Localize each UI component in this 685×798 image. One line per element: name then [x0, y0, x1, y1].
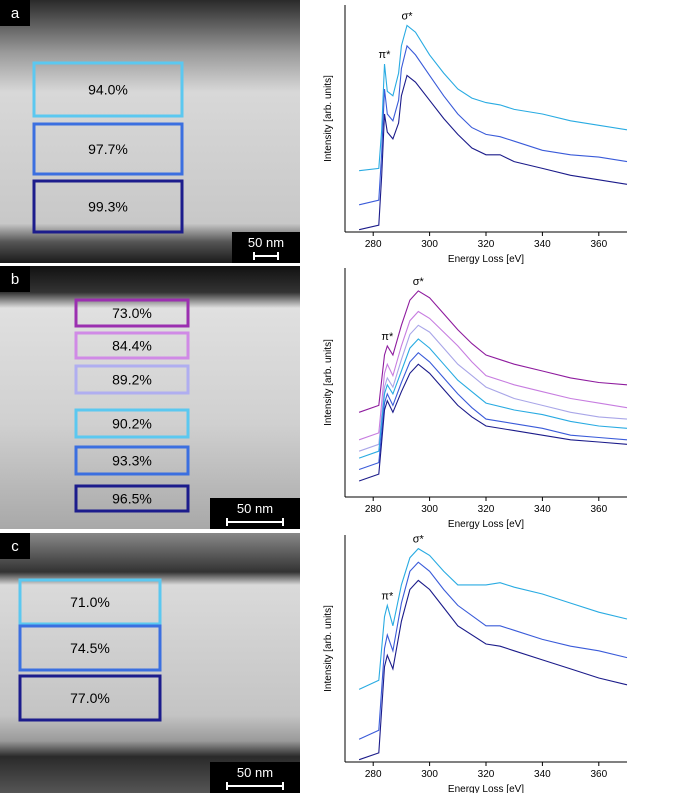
spectrum-line: [358, 324, 628, 452]
scale-bar-box: [210, 762, 300, 793]
spectrum-line: [358, 351, 628, 471]
region-box: [18, 578, 162, 626]
peak-annotation: σ*: [413, 534, 425, 546]
region-box: [74, 484, 190, 513]
region-label: 93.3%: [112, 453, 152, 469]
region-label: 77.0%: [70, 690, 110, 706]
region-label: 71.0%: [70, 594, 110, 610]
region-label: 96.5%: [112, 491, 152, 507]
spectrum-line: [358, 44, 628, 206]
panel-label: c: [11, 538, 19, 555]
x-axis-label: Energy Loss [eV]: [448, 519, 524, 530]
spectrum-line: [358, 363, 628, 482]
panel-label-box: [0, 266, 30, 292]
x-axis-label: Energy Loss [eV]: [448, 784, 524, 793]
x-tick-label: 360: [590, 239, 607, 250]
x-tick-label: 300: [421, 769, 438, 780]
region-box: [18, 624, 162, 672]
x-tick-label: 320: [478, 769, 495, 780]
peak-annotation: π*: [379, 49, 392, 61]
y-axis-label: Intensity [arb. units]: [323, 339, 334, 426]
x-tick-label: 340: [534, 239, 551, 250]
region-label: 74.5%: [70, 640, 110, 656]
scale-bar-label: 50 nm: [237, 501, 273, 516]
spectrum-line: [359, 24, 628, 172]
micrograph: [0, 0, 300, 263]
region-label: 89.2%: [112, 372, 152, 388]
x-tick-label: 320: [478, 239, 495, 250]
region-box: [74, 298, 190, 328]
peak-annotation: π*: [381, 331, 394, 343]
region-label: 90.2%: [112, 416, 152, 432]
spectrum-line: [358, 579, 628, 761]
x-tick-label: 300: [421, 504, 438, 515]
spectrum-line: [358, 561, 628, 740]
region-box: [32, 122, 184, 176]
region-box: [74, 408, 190, 439]
y-axis-label: Intensity [arb. units]: [323, 75, 334, 162]
spectrum-line: [358, 338, 628, 459]
x-tick-label: 340: [534, 504, 551, 515]
x-axis-label: Energy Loss [eV]: [448, 254, 524, 265]
spectrum-line: [358, 290, 628, 413]
panel-label-box: [0, 533, 30, 559]
x-tick-label: 280: [365, 769, 382, 780]
x-tick-label: 300: [421, 239, 438, 250]
scale-bar-label: 50 nm: [248, 235, 284, 250]
peak-annotation: π*: [381, 590, 394, 602]
x-tick-label: 360: [590, 504, 607, 515]
region-label: 73.0%: [112, 305, 152, 321]
region-box: [32, 61, 184, 118]
x-tick-label: 320: [478, 504, 495, 515]
scale-bar-box: [210, 498, 300, 529]
micrograph: [0, 533, 300, 793]
region-box: [32, 179, 184, 234]
x-tick-label: 340: [534, 769, 551, 780]
region-label: 97.7%: [88, 141, 128, 157]
peak-annotation: σ*: [413, 276, 425, 288]
panel-label: b: [11, 271, 19, 288]
region-box: [74, 331, 190, 360]
spectrum-line: [358, 310, 628, 441]
peak-annotation: σ*: [402, 10, 414, 22]
region-box: [74, 364, 190, 395]
panel-label-box: [0, 0, 30, 26]
region-box: [74, 445, 190, 476]
x-tick-label: 280: [365, 504, 382, 515]
panel-label: a: [11, 5, 20, 22]
spectrum-line: [358, 74, 628, 231]
region-label: 99.3%: [88, 199, 128, 215]
x-tick-label: 360: [590, 769, 607, 780]
scale-bar-label: 50 nm: [237, 765, 273, 780]
x-tick-label: 280: [365, 239, 382, 250]
region-label: 84.4%: [112, 338, 152, 354]
region-box: [18, 674, 162, 722]
spectrum-line: [358, 547, 628, 690]
scale-bar-box: [232, 232, 300, 263]
y-axis-label: Intensity [arb. units]: [323, 605, 334, 692]
region-label: 94.0%: [88, 82, 128, 98]
